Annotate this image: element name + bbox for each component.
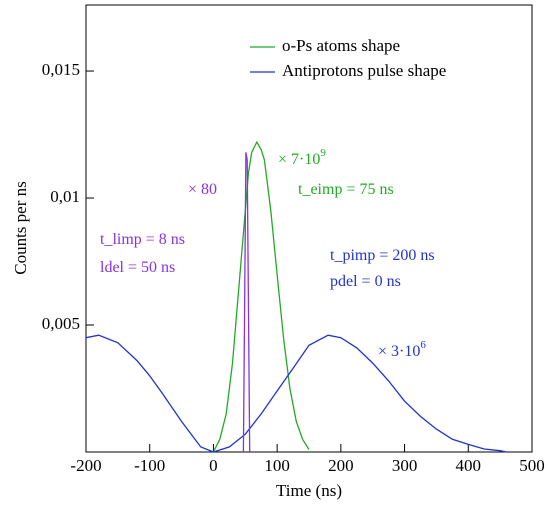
annotation-text: ldel = 50 ns (100, 259, 175, 276)
legend-label: o-Ps atoms shape (282, 36, 400, 55)
annotation-text: × 7·10 (278, 151, 320, 168)
series-line (212, 140, 310, 453)
annotation-text: × 3·10 (378, 343, 420, 360)
annotation: pdel = 0 ns (330, 273, 401, 290)
annotation: ldel = 50 ns (100, 259, 175, 276)
annotation: × 7·109 (278, 147, 326, 168)
annotation-text: t_limp = 8 ns (100, 231, 185, 248)
y-axis-label: Counts per ns (11, 181, 30, 275)
x-tick-label: 400 (456, 456, 482, 475)
annotation-text: t_eimp = 75 ns (298, 181, 394, 198)
annotation: t_eimp = 75 ns (298, 181, 394, 198)
annotation: × 3·106 (378, 339, 426, 360)
y-tick-label: 0,01 (50, 187, 80, 206)
annotation-text: × 80 (188, 181, 217, 198)
series-line (242, 152, 251, 453)
series-line (85, 334, 507, 453)
annotation: t_limp = 8 ns (100, 231, 185, 248)
annotation-text: pdel = 0 ns (330, 273, 401, 290)
annotation-superscript: 9 (320, 147, 326, 159)
x-tick-label: 500 (519, 456, 545, 475)
annotation-superscript: 6 (420, 339, 426, 351)
x-tick-label: 0 (209, 456, 218, 475)
y-tick-label: 0,005 (42, 314, 80, 333)
plot-frame (85, 4, 533, 453)
legend-label: Antiprotons pulse shape (282, 61, 446, 80)
x-tick-label: -100 (134, 456, 165, 475)
x-tick-label: 100 (264, 456, 290, 475)
annotation-text: t_pimp = 200 ns (330, 247, 435, 264)
annotation: t_pimp = 200 ns (330, 247, 435, 264)
x-tick-label: 300 (392, 456, 418, 475)
annotation: × 80 (188, 181, 217, 198)
x-tick-label: -200 (70, 456, 101, 475)
y-tick-label: 0,015 (42, 60, 80, 79)
x-tick-label: 200 (328, 456, 354, 475)
x-axis-label: Time (ns) (276, 481, 342, 500)
